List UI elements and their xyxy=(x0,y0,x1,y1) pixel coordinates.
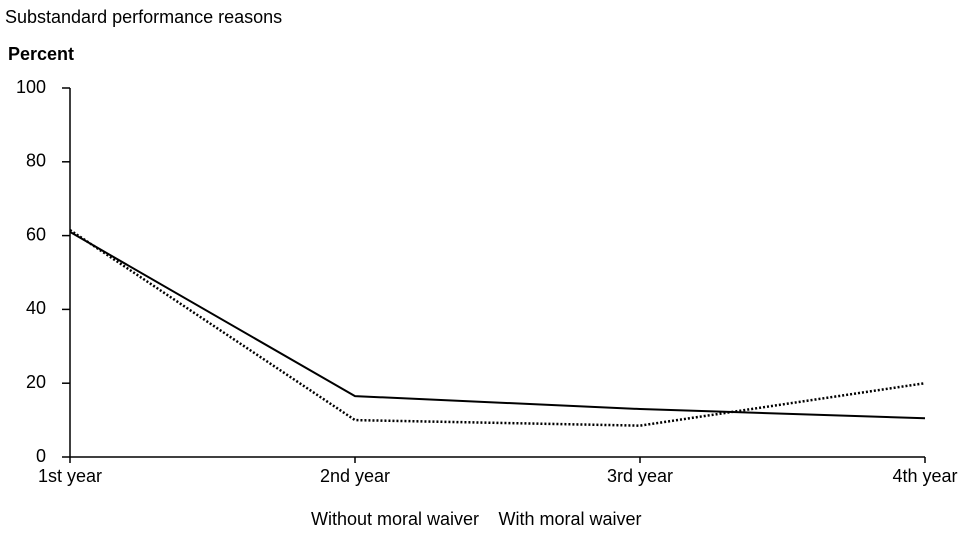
y-tick-label: 40 xyxy=(26,298,46,318)
x-tick-label: 2nd year xyxy=(320,466,390,486)
y-tick-label: 0 xyxy=(36,446,46,466)
legend-label: Without moral waiver xyxy=(311,509,479,529)
series-line xyxy=(69,231,926,420)
y-tick-label: 60 xyxy=(26,224,46,244)
series-line xyxy=(69,229,926,427)
chart-title: Substandard performance reasons xyxy=(5,7,282,27)
legend-label: With moral waiver xyxy=(498,509,641,529)
x-tick-label: 1st year xyxy=(38,466,102,486)
x-tick-label: 4th year xyxy=(892,466,957,486)
x-tick-label: 3rd year xyxy=(607,466,673,486)
y-tick-label: 80 xyxy=(26,151,46,171)
y-tick-label: 100 xyxy=(16,77,46,97)
y-tick-label: 20 xyxy=(26,372,46,392)
y-axis-label: Percent xyxy=(8,44,74,64)
